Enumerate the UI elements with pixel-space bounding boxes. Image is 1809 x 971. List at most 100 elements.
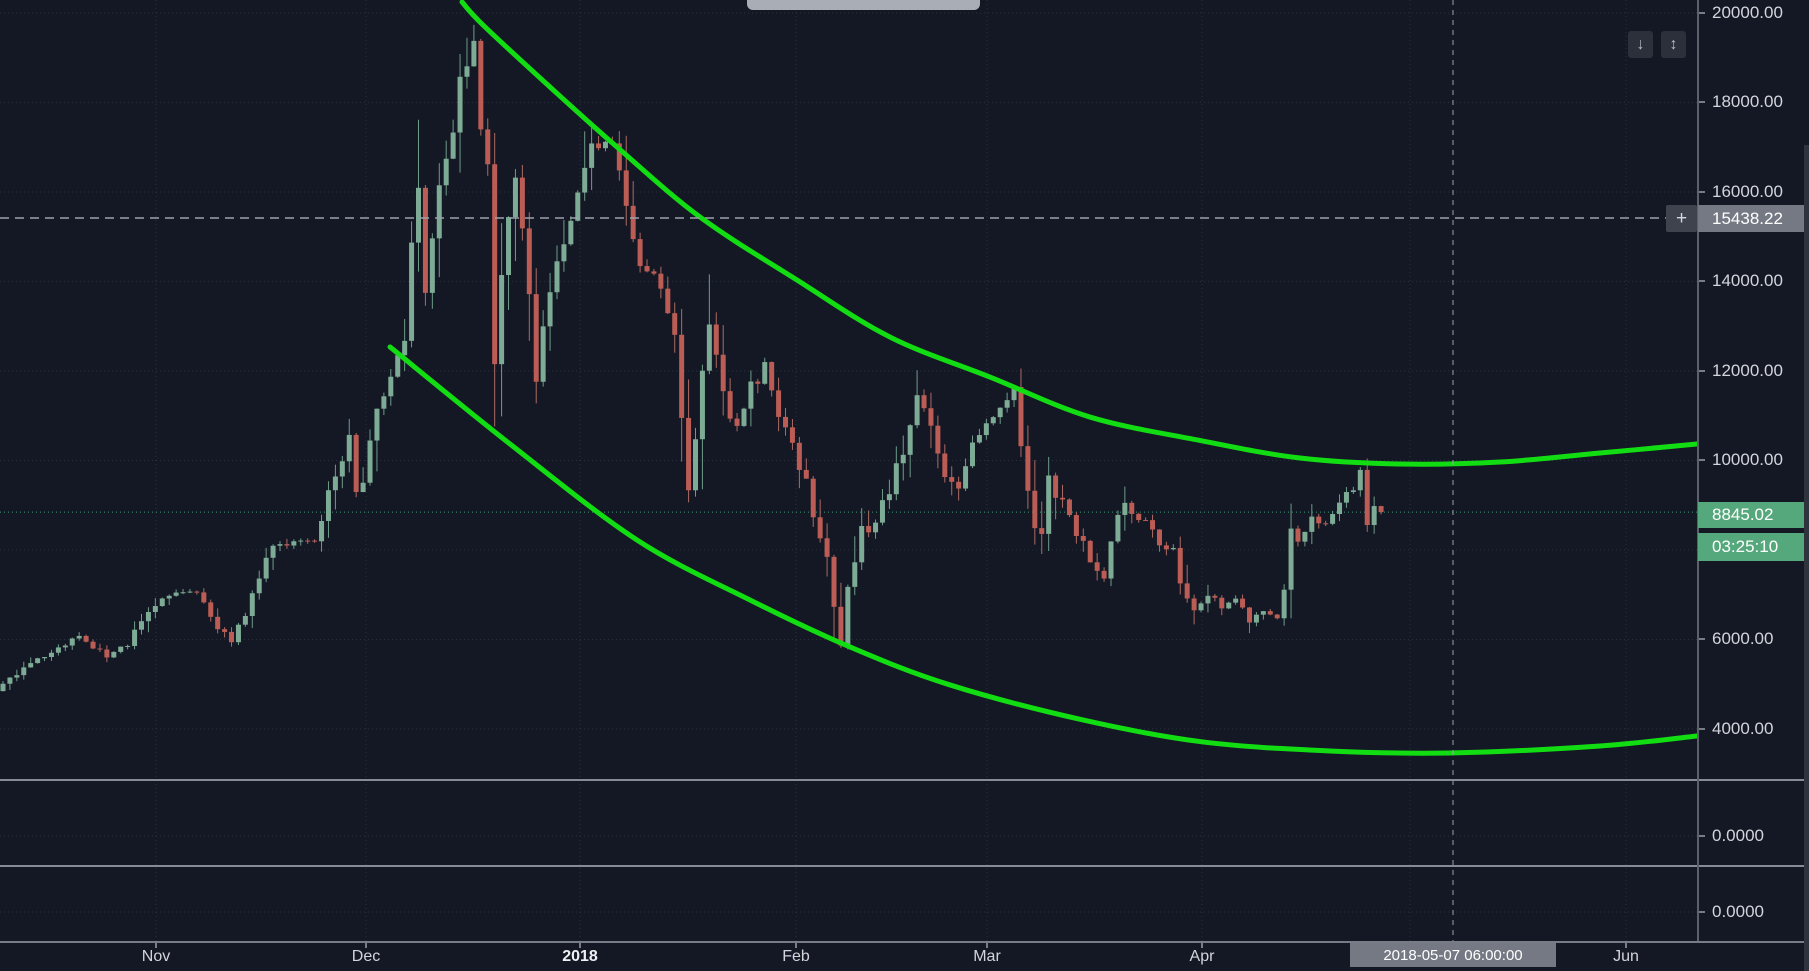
- candle-body: [1108, 541, 1114, 579]
- candle-body: [526, 228, 532, 295]
- candle-body: [1039, 528, 1045, 534]
- candle-body: [55, 647, 61, 653]
- candle-body: [256, 578, 262, 594]
- candle-body: [1094, 562, 1100, 571]
- candle-body: [1184, 583, 1190, 599]
- price-tick: [1699, 638, 1705, 641]
- candle-body: [976, 435, 982, 443]
- candle-body: [485, 129, 491, 165]
- time-tick: [795, 942, 797, 948]
- candle-body: [443, 158, 449, 186]
- candle-body: [1191, 598, 1197, 611]
- time-tick: [1625, 942, 1627, 948]
- candle-body: [478, 40, 484, 130]
- candle-body: [21, 667, 27, 676]
- pane-separator[interactable]: [0, 779, 1809, 781]
- crosshair-price-badge: 15438.22: [1698, 205, 1804, 232]
- candle-body: [284, 544, 290, 546]
- candle-body: [810, 478, 816, 518]
- scroll-to-recent-button[interactable]: ↓: [1628, 31, 1653, 58]
- candle-body: [1053, 475, 1059, 498]
- candle-body: [921, 395, 927, 409]
- candle-body: [249, 593, 255, 616]
- candle-body: [111, 651, 117, 658]
- candle-body: [152, 606, 158, 612]
- candle-body: [575, 192, 581, 221]
- candle-body: [706, 324, 712, 371]
- bar-countdown-badge: 03:25:10: [1698, 533, 1804, 561]
- candle-body: [1018, 386, 1024, 447]
- candle-body: [1046, 475, 1052, 534]
- candle-body: [1260, 611, 1266, 615]
- candle-body: [422, 187, 428, 293]
- candle-body: [48, 652, 54, 658]
- candle-body: [83, 635, 89, 642]
- candle-body: [374, 408, 380, 441]
- price-axis-label: 10000.00: [1712, 450, 1783, 470]
- candle-body: [1177, 547, 1183, 584]
- candle-body: [1364, 469, 1370, 526]
- time-axis-label: Apr: [1189, 948, 1215, 965]
- candle-body: [332, 476, 338, 491]
- candle-body: [76, 635, 82, 639]
- floating-toolbar[interactable]: [747, 0, 980, 10]
- candle-body: [298, 540, 304, 542]
- pane-separator[interactable]: [0, 865, 1809, 867]
- candle-body: [1115, 514, 1121, 542]
- candle-body: [838, 606, 844, 646]
- candle-body: [277, 544, 283, 546]
- time-tick: [1201, 942, 1203, 948]
- candle-body: [429, 238, 435, 293]
- candle-body: [1323, 523, 1329, 525]
- crosshair-price-value: 15438.22: [1712, 208, 1783, 228]
- candle-body: [1226, 602, 1232, 609]
- candle-body: [1316, 516, 1322, 524]
- candle-body: [339, 461, 345, 477]
- candle-body: [1281, 589, 1287, 619]
- candle-body: [104, 649, 110, 658]
- price-axis-label: 12000.00: [1712, 360, 1783, 380]
- crosshair-plus-button[interactable]: +: [1666, 205, 1697, 232]
- scale-price-button[interactable]: ↕: [1661, 31, 1686, 58]
- candle-body: [319, 521, 325, 542]
- candle-body: [845, 586, 851, 646]
- candle-body: [616, 143, 622, 171]
- price-axis-border: [1697, 0, 1699, 942]
- candle-body: [665, 288, 671, 314]
- candle-body: [907, 425, 913, 455]
- candle-body: [866, 526, 872, 533]
- candle-body: [1219, 597, 1225, 609]
- candle-body: [416, 187, 421, 243]
- candle-body: [852, 562, 858, 587]
- candle-body: [741, 408, 747, 426]
- candle-body: [1198, 603, 1204, 611]
- lower-band-curve[interactable]: [387, 344, 1697, 756]
- candle-body: [623, 170, 629, 206]
- candle-body: [997, 407, 1003, 418]
- candle-body: [637, 239, 643, 267]
- time-tick: [986, 942, 988, 948]
- candle-body: [1350, 490, 1356, 493]
- price-tick: [1699, 459, 1705, 462]
- price-tick: [1699, 101, 1705, 104]
- time-axis-label: Dec: [351, 948, 381, 965]
- candle-body: [554, 261, 560, 293]
- price-axis-label: 4000.00: [1712, 718, 1774, 738]
- chart-canvas[interactable]: [0, 0, 1697, 942]
- candle-body: [0, 683, 6, 692]
- candle-body: [914, 395, 920, 426]
- candle-body: [748, 381, 754, 409]
- subpane-axis-label: 0.0000: [1712, 826, 1764, 845]
- candle-body: [173, 592, 179, 596]
- candle-body: [388, 376, 394, 397]
- candle-body: [1087, 540, 1093, 563]
- candle-body: [679, 334, 685, 418]
- scrollbar[interactable]: [1804, 145, 1809, 971]
- upper-band-curve[interactable]: [459, 0, 1697, 467]
- candle-body: [492, 164, 498, 365]
- candle-body: [194, 591, 200, 593]
- price-tick: [1699, 12, 1705, 14]
- candle-body: [596, 143, 602, 149]
- last-price-badge: 8845.02: [1698, 502, 1804, 528]
- candle-body: [1156, 529, 1162, 546]
